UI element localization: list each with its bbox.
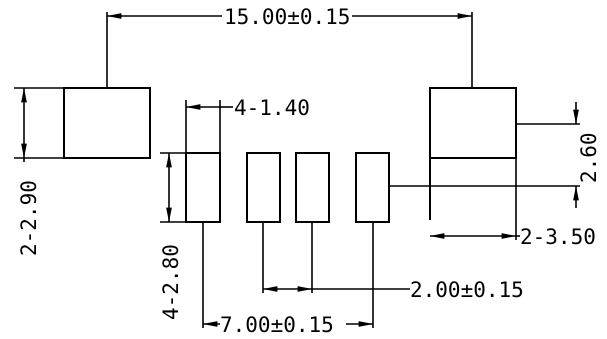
dim-lead-pitch-label: 2.00±0.15 <box>410 278 524 302</box>
dim-tab-width-label: 2-3.50 <box>520 225 596 249</box>
dim-overall-span-label: 15.00±0.15 <box>224 5 350 29</box>
dim-lead-width: 4-1.40 <box>185 96 310 153</box>
dim-tab-height-label: 2.60 <box>577 132 601 183</box>
dim-lead-span: 7.00±0.15 <box>202 222 374 337</box>
lead-pad-1 <box>185 152 221 223</box>
dim-lead-span-label: 7.00±0.15 <box>220 313 334 337</box>
right-side-pad <box>429 87 517 220</box>
dim-tab-width: 2-3.50 <box>430 158 596 249</box>
dim-side-pad-height: 2-2.90 <box>14 87 64 256</box>
lead-pad-4 <box>355 152 390 223</box>
lead-pad-2 <box>246 152 281 223</box>
dim-lead-pitch: 2.00±0.15 <box>262 222 524 302</box>
left-side-pad <box>63 87 151 159</box>
dim-side-pad-height-label: 2-2.90 <box>17 180 41 256</box>
lead-pad-3 <box>295 152 330 223</box>
dim-tab-height: 2.60 <box>389 102 601 208</box>
dim-overall-span: 15.00±0.15 <box>106 5 473 88</box>
dim-lead-height-label: 4-2.80 <box>159 244 183 320</box>
dim-lead-width-label: 4-1.40 <box>234 96 310 120</box>
dim-lead-height: 4-2.80 <box>159 152 186 320</box>
